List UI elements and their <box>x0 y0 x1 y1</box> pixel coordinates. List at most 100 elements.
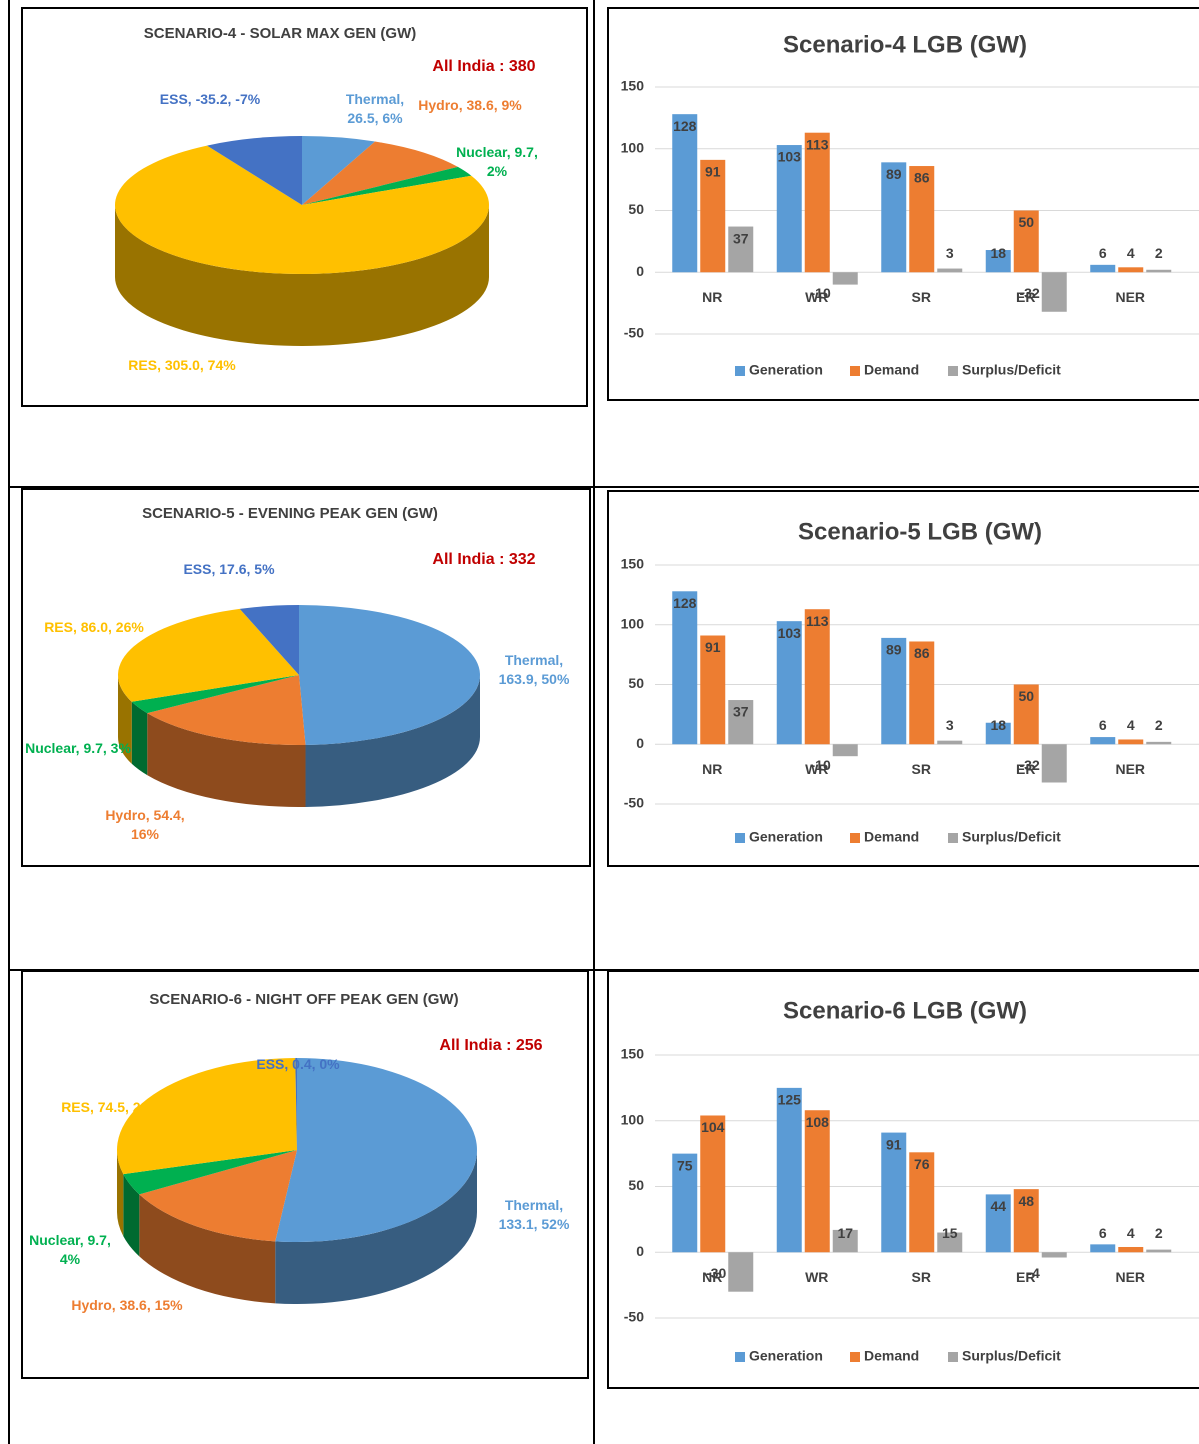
bar <box>700 159 726 273</box>
annotation: All India : 332 <box>432 551 535 568</box>
data-label: 128 <box>673 118 697 134</box>
data-label: 37 <box>733 704 749 720</box>
bar <box>776 145 802 273</box>
bar <box>804 609 830 745</box>
pie-slice <box>275 1058 477 1242</box>
legend-label: Surplus/Deficit <box>962 362 1061 378</box>
legend-label: Generation <box>749 362 823 378</box>
chart-title: Scenario-6 LGB (GW) <box>783 997 1027 1024</box>
bar <box>1118 1246 1144 1253</box>
x-tick-label: WR <box>805 289 828 305</box>
data-label: 91 <box>886 1136 902 1152</box>
x-tick-label: WR <box>805 761 828 777</box>
data-label: 91 <box>705 639 721 655</box>
data-label: RES, 86.0, 26% <box>44 619 144 635</box>
data-label: 89 <box>886 166 902 182</box>
y-tick-label: -50 <box>624 795 644 811</box>
chart-title: Scenario-5 LGB (GW) <box>798 518 1042 545</box>
data-label: 113 <box>806 613 829 629</box>
data-label: 37 <box>733 230 749 246</box>
legend-marker <box>735 1352 745 1362</box>
bar <box>909 641 935 745</box>
pie-slice <box>302 166 472 205</box>
bar <box>672 591 698 745</box>
pie-slice <box>206 136 302 205</box>
bar <box>1090 737 1116 745</box>
data-label: 103 <box>778 149 802 165</box>
x-tick-label: ER <box>1016 289 1035 305</box>
data-label: -32 <box>1020 757 1040 773</box>
data-label: 2 <box>1155 245 1163 261</box>
y-tick-label: 150 <box>621 1046 645 1062</box>
pie-slice <box>139 1150 297 1242</box>
x-tick-label: ER <box>1016 761 1035 777</box>
bar <box>832 744 858 757</box>
data-label: -10 <box>811 285 831 301</box>
bar <box>1013 684 1039 745</box>
data-label: Nuclear, 9.7, 4% <box>29 1232 111 1267</box>
data-label: -32 <box>1020 285 1040 301</box>
legend-label: Generation <box>749 1348 823 1364</box>
x-tick-label: NR <box>702 1269 722 1285</box>
bar <box>1041 272 1067 312</box>
legend-marker <box>735 366 745 376</box>
y-tick-label: -50 <box>624 1309 644 1325</box>
data-label: 104 <box>701 1119 725 1135</box>
pie-slice-side <box>139 1194 276 1304</box>
data-label: 3 <box>946 245 954 261</box>
bar <box>1090 1244 1116 1253</box>
bar <box>1146 269 1172 273</box>
y-tick-label: 50 <box>628 201 644 217</box>
data-label: -4 <box>1027 1265 1040 1281</box>
table-border <box>593 0 595 1444</box>
data-label: 89 <box>886 642 902 658</box>
data-label: Nuclear, 9.7, 2% <box>456 144 538 179</box>
legend-label: Generation <box>749 829 823 845</box>
x-tick-label: ER <box>1016 1269 1035 1285</box>
data-label: 113 <box>806 136 829 152</box>
pie-slice <box>299 605 480 745</box>
data-label: 2 <box>1155 717 1163 733</box>
chart-title: SCENARIO-6 - NIGHT OFF PEAK GEN (GW) <box>149 991 458 1008</box>
legend-label: Demand <box>864 362 919 378</box>
data-label: 3 <box>946 717 954 733</box>
y-tick-label: 0 <box>636 735 644 751</box>
data-label: Hydro, 38.6, 9% <box>418 97 522 113</box>
bar <box>881 637 907 745</box>
pie-slice <box>131 675 299 714</box>
bar <box>909 1152 935 1253</box>
chart-title: Scenario-4 LGB (GW) <box>783 31 1027 58</box>
data-label: 15 <box>942 1225 958 1241</box>
bar <box>1118 267 1144 273</box>
data-label: 18 <box>990 717 1006 733</box>
bar <box>728 1252 754 1292</box>
legend-label: Demand <box>864 1348 919 1364</box>
data-label: Thermal, 163.9, 50% <box>498 652 570 687</box>
bar <box>937 1232 963 1253</box>
data-label: 86 <box>914 645 930 661</box>
data-label: 103 <box>778 625 802 641</box>
y-tick-label: 150 <box>621 78 645 94</box>
y-tick-label: 100 <box>621 615 645 631</box>
data-label: 91 <box>705 164 721 180</box>
pie-slice-side <box>275 1150 478 1304</box>
bar <box>672 1153 698 1253</box>
x-tick-label: NR <box>702 289 722 305</box>
data-label: 18 <box>990 245 1006 261</box>
chart-title: SCENARIO-5 - EVENING PEAK GEN (GW) <box>142 505 438 522</box>
data-label: 4 <box>1127 1225 1135 1241</box>
x-tick-label: SR <box>912 289 931 305</box>
data-label: Nuclear, 9.7, 3% <box>25 740 131 756</box>
data-label: ESS, -35.2, -7% <box>159 91 261 107</box>
table-border <box>8 0 10 1444</box>
pie-slice-side <box>115 205 489 346</box>
data-label: 50 <box>1018 688 1034 704</box>
data-label: 44 <box>990 1198 1006 1214</box>
bar <box>909 166 935 273</box>
x-tick-label: SR <box>912 761 931 777</box>
bar <box>804 132 830 273</box>
data-label: Hydro, 54.4, 16% <box>105 807 185 842</box>
pie-slice <box>302 136 376 205</box>
